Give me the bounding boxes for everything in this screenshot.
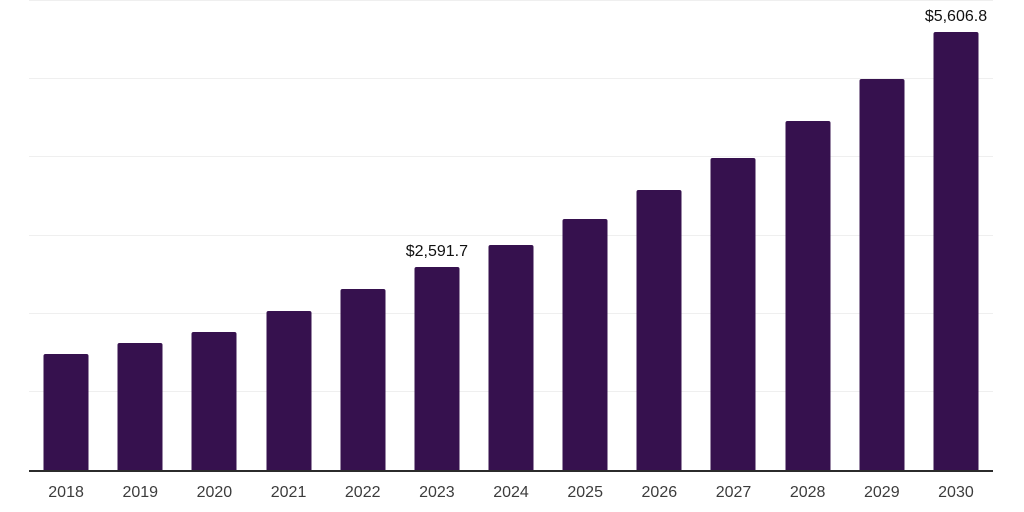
bar-slot-2022 xyxy=(326,1,400,470)
bar-2021 xyxy=(266,311,312,470)
bar-slot-2027 xyxy=(696,1,770,470)
gridline-4000 xyxy=(29,156,993,158)
bar-slot-2026 xyxy=(622,1,696,470)
x-tick-2024: 2024 xyxy=(493,484,529,501)
bar-2022 xyxy=(340,288,386,470)
bar-slot-2029 xyxy=(845,1,919,470)
x-tick-2025: 2025 xyxy=(567,484,603,501)
bar-2030 xyxy=(933,31,979,470)
plot-area: $2,591.7 $5,606.8 xyxy=(29,0,993,472)
bar-slot-2028 xyxy=(771,1,845,470)
bar-slot-2025 xyxy=(548,1,622,470)
bars-row: $2,591.7 $5,606.8 xyxy=(29,1,993,470)
bar-slot-2020 xyxy=(177,1,251,470)
bar-slot-2021 xyxy=(251,1,325,470)
x-tick-2022: 2022 xyxy=(344,484,381,501)
x-tick-2020: 2020 xyxy=(196,484,233,501)
bar-2028 xyxy=(785,121,831,470)
bar-slot-2018 xyxy=(29,1,103,470)
bar-2029 xyxy=(859,79,905,470)
bar-2019 xyxy=(117,343,163,470)
x-axis-labels: 2018 2019 2020 2021 2022 2023 2024 2025 2026 2027… xyxy=(29,484,993,502)
x-tick-2029: 2029 xyxy=(864,484,900,501)
x-tick-2026: 2026 xyxy=(641,484,678,501)
x-tick-2019: 2019 xyxy=(122,484,159,501)
bar-slot-2023: $2,591.7 xyxy=(400,1,474,470)
bar-2025 xyxy=(562,219,608,470)
x-tick-2030: 2030 xyxy=(938,484,974,501)
bar-2024 xyxy=(488,244,534,470)
bar-slot-2030: $5,606.8 xyxy=(919,1,993,470)
bar-2020 xyxy=(191,331,237,470)
x-tick-2027: 2027 xyxy=(715,484,752,501)
bar-2026 xyxy=(636,190,682,470)
bar-slot-2024 xyxy=(474,1,548,470)
data-label-2030: $5,606.8 xyxy=(924,7,988,25)
bar-slot-2019 xyxy=(103,1,177,470)
bar-2023 xyxy=(414,267,460,470)
x-tick-2023: 2023 xyxy=(419,484,455,501)
data-label-2023: $2,591.7 xyxy=(405,243,468,261)
x-tick-2021: 2021 xyxy=(270,484,307,501)
gridline-5000 xyxy=(29,78,993,80)
x-tick-2028: 2028 xyxy=(789,484,826,501)
x-tick-2018: 2018 xyxy=(48,484,84,501)
bar-2027 xyxy=(710,158,756,470)
x-axis-line xyxy=(29,470,993,472)
gridline-3000 xyxy=(29,234,993,236)
bar-2018 xyxy=(43,353,89,470)
gridline-6000 xyxy=(29,0,993,1)
